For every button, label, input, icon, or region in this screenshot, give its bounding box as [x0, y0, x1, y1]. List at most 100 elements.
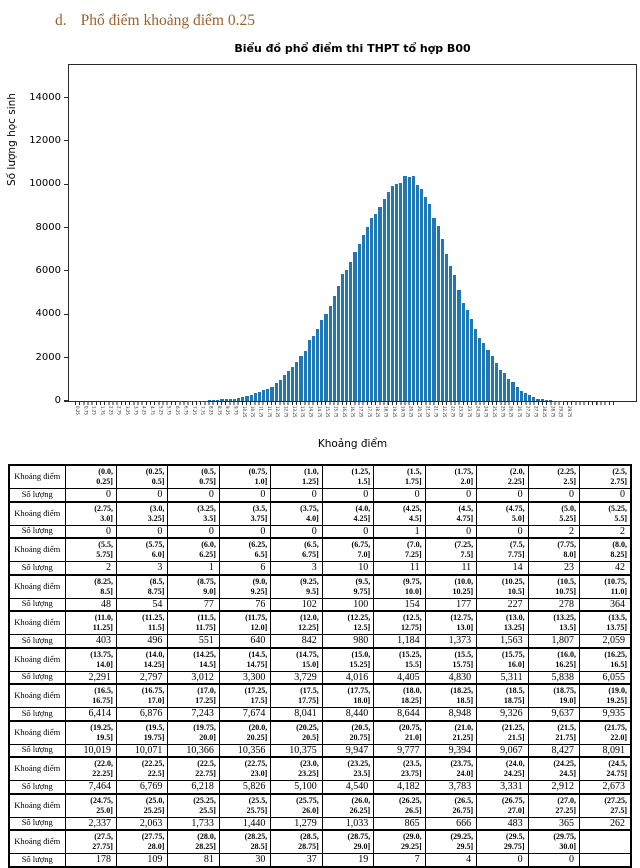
interval-cell: (13.75,14.0] [65, 648, 116, 672]
count-cell: 1,733 [168, 817, 219, 830]
count-cell: 2,337 [65, 817, 116, 830]
bar [466, 310, 469, 401]
count-cell: 0 [425, 525, 476, 538]
interval-cell: (17.0,17.25] [168, 684, 219, 708]
x-tick-label: 9.25 [225, 406, 229, 415]
count-cell: 48 [65, 598, 116, 611]
section-heading-number: d. [55, 12, 67, 29]
x-tick-label: 2.25 [108, 406, 112, 415]
interval-cell: (18.75,19.0] [528, 684, 579, 708]
bar [341, 274, 344, 401]
count-cell: 1 [168, 562, 219, 575]
interval-cell: (4.75,5.0] [477, 502, 528, 526]
x-tick-label: 18.75 [384, 406, 388, 417]
bar [287, 371, 290, 401]
bar [366, 227, 369, 401]
bar [445, 254, 448, 401]
count-cell: 109 [116, 854, 167, 867]
bar [524, 393, 527, 401]
interval-cell: (25.0,25.25] [116, 794, 167, 818]
interval-cell: (12.5,12.75] [374, 611, 425, 635]
count-row-label: Số lượng [9, 708, 65, 721]
count-cell: 0 [65, 489, 116, 502]
bar [262, 390, 265, 401]
x-tick-label: 12.25 [275, 406, 279, 417]
count-cell: 0 [322, 489, 373, 502]
x-tick-label: 29.75 [567, 406, 571, 417]
interval-cell: (3.5,3.75] [219, 502, 270, 526]
interval-cell [580, 830, 631, 854]
x-tick-label: 25.25 [492, 406, 496, 417]
count-cell: 640 [219, 635, 270, 648]
interval-cell: (17.25,17.5] [219, 684, 270, 708]
count-cell: 6 [219, 562, 270, 575]
interval-cell: (28.25,28.5] [219, 830, 270, 854]
count-cell: 4 [425, 854, 476, 867]
interval-cell: (3.75,4.0] [271, 502, 322, 526]
y-tick-label: 6000 [17, 266, 61, 276]
count-cell: 3,300 [219, 671, 270, 684]
interval-cell: (2.5,2.75] [580, 465, 631, 489]
interval-cell: (22.5,22.75] [168, 757, 219, 781]
section-heading: d.Phổ điểm khoảng điểm 0.25 [55, 12, 640, 30]
count-cell: 54 [116, 598, 167, 611]
y-tick-mark [64, 314, 69, 315]
interval-cell: (6.5,6.75] [271, 538, 322, 562]
y-tick-label: 2000 [17, 353, 61, 363]
count-cell: 6,769 [116, 781, 167, 794]
count-cell: 7,243 [168, 708, 219, 721]
interval-cell: (27.0,27.25] [528, 794, 579, 818]
interval-cell: (16.5,16.75] [65, 684, 116, 708]
x-tick-label: 20.75 [417, 406, 421, 417]
interval-cell: (5.75,6.0] [116, 538, 167, 562]
bar [482, 343, 485, 401]
interval-row-label: Khoảng điểm [9, 538, 65, 562]
count-row-label: Số lượng [9, 635, 65, 648]
interval-cell: (4.0,4.25] [322, 502, 373, 526]
interval-cell: (2.25,2.5] [528, 465, 579, 489]
y-tick-label: 10000 [17, 179, 61, 189]
interval-cell: (21.25,21.5] [477, 721, 528, 745]
x-axis-label: Khoảng điểm [68, 438, 637, 450]
bar [391, 186, 394, 401]
x-tick-label: 11.25 [258, 406, 262, 417]
bar [358, 244, 361, 401]
x-tick-label: 21.75 [434, 406, 438, 417]
x-tick-label: 3.25 [125, 406, 129, 415]
bar [507, 379, 510, 401]
bar [432, 218, 435, 401]
interval-cell: (8.75,9.0] [168, 575, 219, 599]
bar [486, 350, 489, 401]
interval-cell: (25.25,25.5] [168, 794, 219, 818]
count-cell: 0 [374, 489, 425, 502]
x-tick-label: 22.75 [450, 406, 454, 417]
count-cell: 9,935 [580, 708, 631, 721]
interval-cell: (29.75,30.0] [528, 830, 579, 854]
bar [428, 204, 431, 401]
count-cell: 365 [528, 817, 579, 830]
count-cell: 0 [116, 489, 167, 502]
bar [283, 375, 286, 401]
interval-cell: (17.75,18.0] [322, 684, 373, 708]
interval-cell: (15.25,15.5] [374, 648, 425, 672]
x-tick-label: 7.75 [200, 406, 204, 415]
bar [362, 235, 365, 401]
count-row-label: Số lượng [9, 598, 65, 611]
y-tick-label: 14000 [17, 93, 61, 103]
count-cell: 5,826 [219, 781, 270, 794]
count-cell: 5,838 [528, 671, 579, 684]
interval-cell: (21.5,21.75] [528, 721, 579, 745]
interval-cell: (20.5,20.75] [322, 721, 373, 745]
bar [478, 338, 481, 401]
interval-cell: (2.75,3.0] [65, 502, 116, 526]
bar [374, 214, 377, 401]
count-cell: 1,373 [425, 635, 476, 648]
interval-row: Khoảng điểm(16.5,16.75](16.75,17.0](17.0… [9, 684, 631, 708]
x-tick-label: 21.25 [425, 406, 429, 417]
count-cell: 5,311 [477, 671, 528, 684]
bar [474, 329, 477, 401]
interval-cell: (17.5,17.75] [271, 684, 322, 708]
interval-cell: (1.75,2.0] [425, 465, 476, 489]
bar [399, 183, 402, 401]
